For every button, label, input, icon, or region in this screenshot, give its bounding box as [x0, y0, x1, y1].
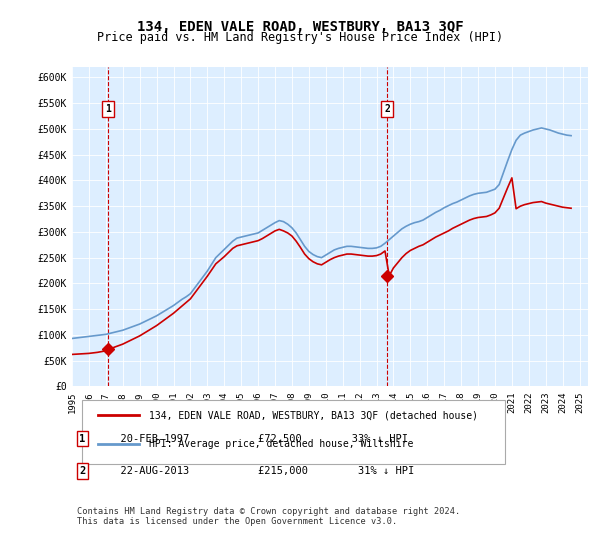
Text: Price paid vs. HM Land Registry's House Price Index (HPI): Price paid vs. HM Land Registry's House … — [97, 31, 503, 44]
Text: 134, EDEN VALE ROAD, WESTBURY, BA13 3QF: 134, EDEN VALE ROAD, WESTBURY, BA13 3QF — [137, 20, 463, 34]
Text: 134, EDEN VALE ROAD, WESTBURY, BA13 3QF (detached house): 134, EDEN VALE ROAD, WESTBURY, BA13 3QF … — [149, 410, 478, 421]
Text: 20-FEB-1997           £72,500        33% ↓ HPI: 20-FEB-1997 £72,500 33% ↓ HPI — [108, 433, 408, 444]
Text: HPI: Average price, detached house, Wiltshire: HPI: Average price, detached house, Wilt… — [149, 440, 414, 449]
Text: Contains HM Land Registry data © Crown copyright and database right 2024.
This d: Contains HM Land Registry data © Crown c… — [77, 507, 460, 526]
Text: 1: 1 — [79, 433, 85, 444]
Text: 22-AUG-2013           £215,000        31% ↓ HPI: 22-AUG-2013 £215,000 31% ↓ HPI — [108, 466, 415, 476]
Text: 2: 2 — [385, 104, 390, 114]
Text: 1: 1 — [105, 104, 111, 114]
FancyBboxPatch shape — [82, 400, 505, 464]
Text: 2: 2 — [79, 466, 85, 476]
